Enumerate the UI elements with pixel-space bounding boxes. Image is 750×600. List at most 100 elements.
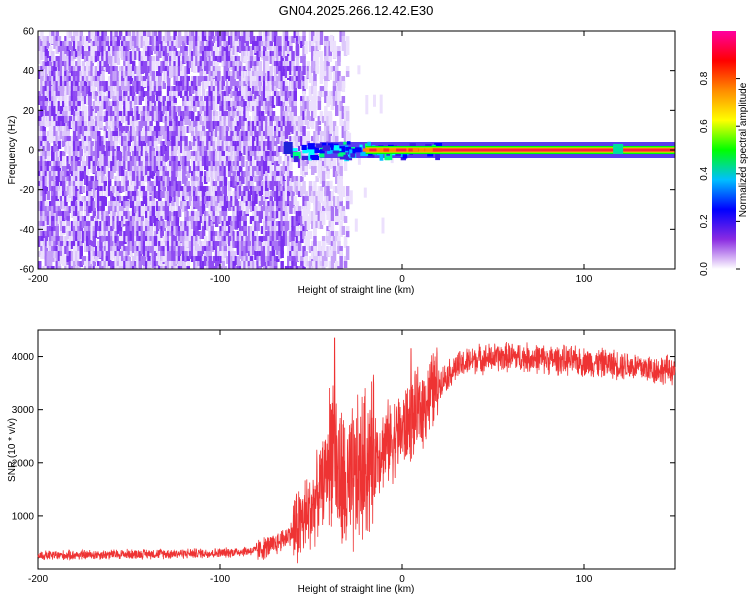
heatmap-cell (62, 171, 66, 177)
heatmap-cell (123, 141, 127, 147)
heatmap-cell (40, 76, 44, 91)
heatmap-cell (197, 66, 201, 72)
heatmap-cell (44, 111, 49, 118)
heatmap-cell (55, 211, 59, 224)
heatmap-cell (241, 141, 245, 153)
heatmap-cell (326, 66, 330, 81)
heatmap-cell (276, 256, 280, 262)
heatmap-cell (319, 131, 324, 146)
heatmap-cell (193, 256, 197, 266)
heatmap-cell (289, 81, 293, 96)
heatmap-cell (273, 171, 278, 185)
heatmap-cell (145, 261, 149, 269)
heatmap-cell (147, 91, 151, 104)
heatmap-cell (155, 126, 160, 132)
heatmap-cell (107, 91, 112, 98)
heatmap-cell (158, 76, 162, 89)
heatmap-cell (171, 136, 175, 146)
heatmap-cell (177, 106, 182, 117)
heatmap-cell (184, 186, 188, 200)
heatmap-cell (280, 61, 284, 76)
heatmap-cell (267, 66, 271, 72)
heatmap-cell (177, 56, 182, 67)
carrier-blot (307, 143, 315, 150)
heatmap-cell (121, 81, 125, 90)
heatmap-cell (149, 171, 153, 178)
heatmap-cell (180, 246, 184, 254)
heatmap-cell (101, 261, 105, 269)
heatmap-cell (51, 131, 55, 143)
heatmap-cell (51, 166, 55, 173)
heatmap-cell (245, 46, 249, 54)
heatmap-cell (265, 221, 269, 230)
heatmap-cell (51, 171, 55, 177)
carrier-blot (315, 143, 323, 148)
heatmap-cell (53, 191, 57, 206)
heatmap-cell (263, 261, 267, 269)
heatmap-cell (263, 226, 267, 238)
heatmap-cell (123, 201, 127, 208)
snr-ytick-label: 2000 (12, 458, 35, 469)
heatmap-cell (64, 91, 68, 97)
heatmap-cell (138, 106, 142, 114)
heatmap-cell (175, 91, 180, 98)
heatmap-cell (219, 256, 223, 263)
heatmap-cell (313, 181, 317, 190)
heatmap-cell (38, 161, 42, 171)
heatmap-cell (287, 166, 291, 178)
heatmap-cell (208, 101, 212, 110)
heatmap-cell (278, 211, 282, 220)
heatmap-cell (208, 151, 212, 163)
heatmap-cell (110, 231, 114, 238)
heatmap-cell (110, 46, 114, 54)
heatmap-cell (304, 111, 308, 117)
heatmap-cell (40, 86, 44, 94)
heatmap-cell (70, 146, 75, 160)
heatmap-cell (97, 136, 101, 144)
heatmap-cell (86, 176, 90, 189)
heatmap-cell (177, 246, 182, 254)
heatmap-cell (265, 256, 269, 262)
heatmap-cell (317, 241, 322, 251)
heatmap-cell (190, 41, 195, 49)
heatmap-cell (103, 176, 107, 184)
heatmap-cell (180, 201, 184, 209)
heatmap-cell (68, 31, 73, 38)
heatmap-cell (238, 206, 243, 212)
heatmap-cell (88, 156, 92, 169)
heatmap-cell (125, 236, 129, 242)
heatmap-cell (110, 221, 114, 227)
heatmap-cell (195, 46, 199, 54)
heatmap-cell (204, 81, 208, 89)
heatmap-cell (236, 266, 241, 269)
heatmap-cell (341, 106, 346, 119)
heatmap-cell (147, 251, 151, 265)
heatmap-cell (72, 131, 77, 146)
heatmap-cell (83, 241, 88, 252)
heatmap-cell (48, 171, 53, 184)
heatmap-cell (149, 206, 153, 215)
heatmap-cell (171, 176, 175, 187)
heatmap-cell (249, 101, 254, 112)
heatmap-cell (267, 176, 271, 185)
heatmap-cell (129, 216, 134, 225)
heatmap-cell (265, 246, 269, 260)
heatmap-cell (90, 66, 94, 76)
heatmap-cell (44, 151, 49, 159)
heatmap-cell (208, 96, 212, 103)
heatmap-cell (107, 126, 112, 136)
heatmap-cell (107, 241, 112, 256)
heatmap-cell (173, 216, 177, 225)
heatmap-cell (94, 36, 99, 46)
heatmap-cell (186, 166, 190, 174)
heatmap-cell (75, 141, 79, 152)
heatmap-cell (164, 151, 169, 162)
heatmap-cell (66, 86, 70, 95)
heatmap-cell (42, 81, 46, 89)
heatmap-cell (236, 176, 241, 182)
heatmap-cell (197, 151, 201, 162)
heatmap-cell (127, 131, 131, 138)
heatmap-cell (328, 206, 332, 213)
heatmap-cell (68, 186, 73, 198)
